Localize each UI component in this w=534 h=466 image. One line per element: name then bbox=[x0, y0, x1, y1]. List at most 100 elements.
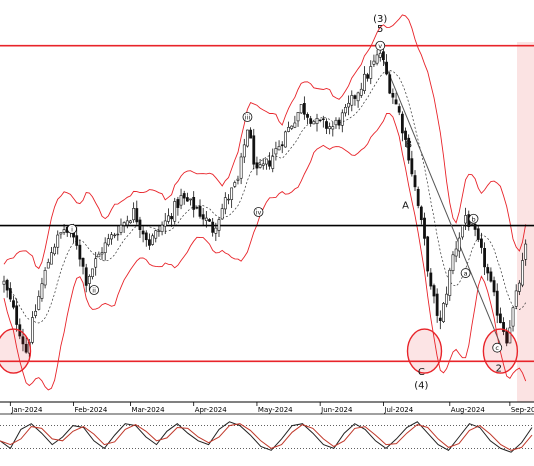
candle-body bbox=[103, 242, 107, 254]
candle-body bbox=[283, 131, 287, 148]
candle-body bbox=[480, 238, 483, 248]
candle-body bbox=[135, 208, 139, 223]
candle-body bbox=[236, 178, 240, 181]
circled-label-ring bbox=[375, 40, 386, 51]
candle-body bbox=[31, 317, 34, 343]
candle-body bbox=[8, 288, 12, 300]
candle-body bbox=[498, 313, 502, 324]
x-tick-label: Jun-2024 bbox=[320, 406, 353, 414]
candle-body bbox=[271, 156, 275, 169]
candle-body bbox=[227, 198, 230, 201]
circled-label-ring bbox=[492, 342, 503, 353]
candle-body bbox=[173, 201, 177, 222]
candle-body bbox=[325, 121, 328, 129]
candle-body bbox=[214, 227, 218, 234]
candle-body bbox=[110, 234, 113, 240]
candle-body bbox=[407, 137, 411, 161]
candle-body bbox=[359, 88, 363, 96]
circled-label: i bbox=[71, 225, 73, 233]
candle-body bbox=[192, 197, 196, 210]
circled-label: c bbox=[495, 344, 499, 352]
candle-body bbox=[461, 225, 464, 238]
candle-body bbox=[50, 252, 53, 265]
candle-body bbox=[167, 215, 170, 222]
candle-body bbox=[318, 119, 322, 122]
candle-body bbox=[37, 296, 41, 310]
wave-label: (3) bbox=[373, 14, 387, 25]
candle-body bbox=[230, 187, 234, 200]
candle-body bbox=[382, 51, 385, 61]
candle-body bbox=[119, 225, 123, 233]
circled-label-ring bbox=[242, 112, 253, 122]
candle-body bbox=[296, 112, 300, 122]
candle-body bbox=[483, 248, 486, 268]
candle-body bbox=[410, 158, 414, 175]
candle-body bbox=[350, 95, 354, 106]
candle-body bbox=[309, 118, 313, 124]
circled-label: b bbox=[471, 215, 475, 223]
candle-body bbox=[2, 280, 6, 285]
candle-body bbox=[182, 193, 186, 199]
candle-body bbox=[15, 305, 19, 325]
candle-body bbox=[435, 293, 439, 316]
candle-body bbox=[12, 300, 15, 308]
candle-body bbox=[337, 119, 341, 126]
candle-body bbox=[138, 219, 142, 230]
candle-body bbox=[280, 144, 284, 147]
candle-body bbox=[448, 269, 452, 296]
candle-body bbox=[312, 121, 316, 125]
candle-body bbox=[81, 257, 85, 267]
candle-body bbox=[511, 307, 515, 327]
candle-body bbox=[242, 144, 246, 158]
candle-body bbox=[464, 215, 468, 224]
highlight-circles bbox=[0, 328, 519, 374]
candle-body bbox=[246, 129, 249, 147]
candle-body bbox=[344, 106, 347, 114]
wave-label: A bbox=[402, 201, 409, 212]
candle-body bbox=[445, 293, 449, 305]
candle-body bbox=[125, 220, 129, 226]
candle-body bbox=[363, 73, 366, 92]
candle-body bbox=[438, 317, 442, 321]
candle-body bbox=[154, 230, 158, 239]
candle-body bbox=[170, 216, 173, 220]
candle-body bbox=[451, 254, 455, 271]
candle-body bbox=[457, 237, 461, 252]
oscillator-k-line bbox=[0, 421, 533, 453]
candle-body bbox=[208, 219, 211, 222]
candle-body bbox=[24, 343, 28, 353]
circled-label: iii bbox=[245, 113, 251, 121]
candle-body bbox=[160, 224, 164, 232]
candle-body bbox=[185, 197, 189, 202]
circled-label: ii bbox=[92, 287, 96, 295]
x-tick-label: Mar-2024 bbox=[131, 406, 165, 414]
candle-body bbox=[492, 280, 496, 293]
candle-body bbox=[397, 106, 401, 113]
candle-body bbox=[353, 95, 357, 99]
candle-body bbox=[75, 235, 79, 246]
candle-body bbox=[287, 126, 290, 132]
circled-label: a bbox=[464, 270, 468, 278]
candle-body bbox=[195, 207, 199, 209]
candle-body bbox=[299, 104, 303, 114]
candle-body bbox=[94, 258, 98, 268]
candle-body bbox=[356, 92, 360, 102]
candle-body bbox=[508, 327, 512, 344]
candle-body bbox=[204, 217, 208, 221]
candle-body bbox=[429, 272, 433, 287]
candle-body bbox=[113, 234, 117, 237]
wave-label: 2 bbox=[496, 363, 502, 374]
candle-body bbox=[106, 238, 110, 246]
candle-body bbox=[97, 253, 101, 258]
candle-body bbox=[157, 230, 161, 232]
candle-body bbox=[46, 261, 50, 269]
candle-body bbox=[78, 244, 82, 260]
candle-body bbox=[369, 66, 373, 79]
candles bbox=[2, 45, 528, 358]
candle-body bbox=[391, 93, 395, 98]
candle-body bbox=[252, 135, 256, 165]
circled-label-ring bbox=[89, 285, 100, 295]
candle-body bbox=[132, 208, 136, 221]
